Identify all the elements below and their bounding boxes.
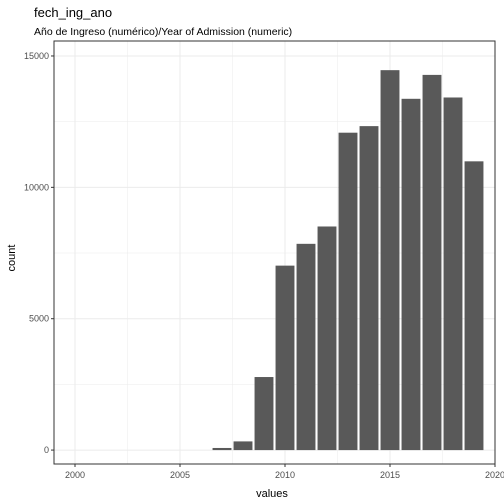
y-axis-label: count [6,245,18,272]
y-tick-label: 15000 [24,51,49,61]
chart-subtitle: Año de Ingreso (numérico)/Year of Admiss… [34,26,292,38]
grid [54,41,496,464]
histogram-bar [296,243,316,451]
x-tick-label: 2020 [485,470,504,480]
panel-border [53,40,496,465]
histogram-bar [275,265,295,451]
x-tick-label: 2005 [170,470,190,480]
x-axis-label: values [256,488,288,500]
bars [212,70,484,451]
histogram-bar [212,447,232,451]
y-tick-label: 10000 [24,182,49,192]
histogram-bar [233,441,253,451]
histogram-bar [359,126,379,451]
x-tick-label: 2000 [65,470,85,480]
histogram-bar [380,70,400,451]
y-tick-label: 0 [44,445,49,455]
histogram-bar [443,97,463,451]
histogram-bar [464,161,484,451]
y-tick-label: 5000 [29,314,49,324]
axes: 2000 2005 2010 2015 2020 0 5000 10000 15000 [24,51,504,480]
x-tick-label: 2015 [380,470,400,480]
histogram-bar [401,98,421,451]
chart-title: fech_ing_ano [34,5,112,20]
histogram-bar [338,132,358,451]
histogram-bar [254,377,274,451]
histogram-bar [317,226,337,451]
histogram-bar [422,74,442,451]
x-tick-label: 2010 [275,470,295,480]
